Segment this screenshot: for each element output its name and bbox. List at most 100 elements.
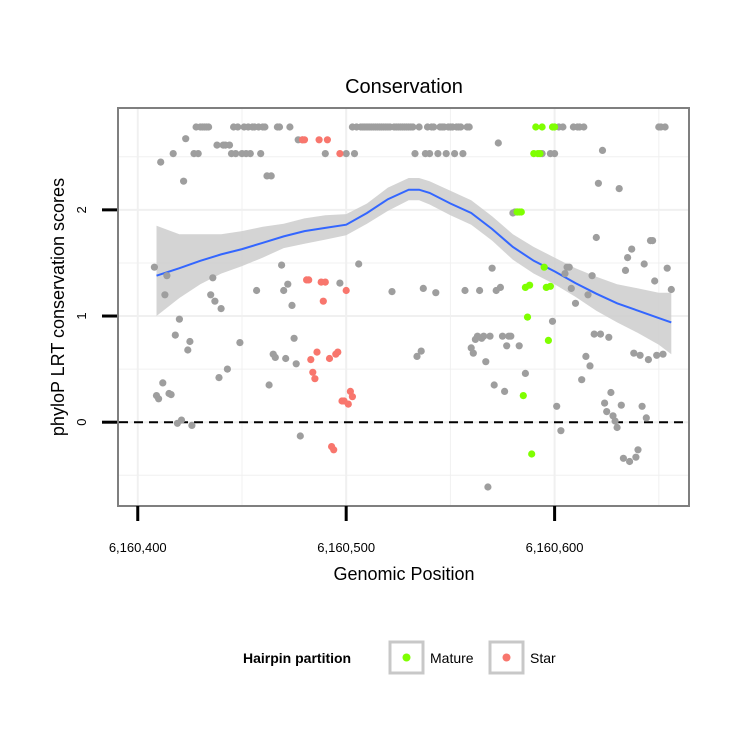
point-other [159, 379, 167, 387]
point-star [334, 348, 342, 356]
point-other [188, 421, 196, 429]
point-other [501, 387, 509, 395]
point-other [265, 381, 273, 389]
point-star [309, 368, 317, 376]
point-star [336, 150, 344, 158]
point-other [177, 416, 186, 424]
point-other [417, 347, 425, 355]
point-other [498, 332, 507, 340]
point-other [184, 346, 192, 354]
point-star [311, 375, 319, 383]
point-other [292, 360, 300, 368]
point-mature [538, 123, 546, 131]
point-other [461, 286, 469, 295]
point-star [319, 297, 327, 305]
point-other [476, 286, 484, 295]
point-star [307, 356, 315, 364]
legend-dot-star [502, 653, 511, 662]
point-other [588, 272, 596, 280]
point-mature [528, 450, 536, 458]
point-star [305, 276, 313, 284]
legend-key-star [488, 640, 525, 675]
legend-item-star: Star [488, 640, 556, 675]
point-other [603, 408, 611, 416]
point-other [257, 150, 265, 158]
point-other [521, 369, 530, 377]
plot-panel [117, 107, 690, 507]
point-other [175, 315, 183, 323]
point-other [636, 351, 644, 359]
point-other [667, 285, 675, 294]
point-other [586, 362, 594, 370]
point-other [342, 150, 350, 158]
point-other [638, 402, 646, 410]
point-other [434, 150, 442, 158]
point-other [559, 123, 567, 131]
point-other [282, 354, 290, 363]
point-other [601, 399, 609, 407]
point-other [167, 391, 175, 399]
point-other [223, 365, 231, 373]
point-star [323, 136, 331, 144]
point-star [330, 446, 338, 454]
point-other [621, 266, 630, 274]
point-other [571, 299, 580, 307]
point-other [628, 245, 636, 253]
point-other [271, 353, 279, 361]
point-other [161, 291, 169, 299]
point-other [388, 288, 396, 296]
point-other [578, 376, 586, 384]
point-mature [526, 281, 534, 289]
point-other [413, 352, 421, 360]
point-mature [519, 392, 527, 400]
point-star [342, 286, 350, 295]
point-other [278, 261, 286, 269]
point-other [565, 263, 573, 271]
point-other [415, 123, 423, 131]
point-other [634, 446, 642, 454]
point-other [213, 141, 221, 149]
point-other [611, 417, 619, 425]
point-other [649, 237, 657, 245]
y-tick-label: 1 [74, 312, 89, 319]
point-other [355, 260, 363, 268]
point-star [325, 354, 334, 363]
point-other [590, 330, 598, 338]
legend: Hairpin partition Mature Star [243, 640, 556, 675]
point-other [411, 150, 419, 158]
point-other [580, 123, 588, 131]
point-mature [517, 208, 525, 216]
point-other [594, 179, 603, 187]
point-other [336, 279, 344, 287]
legend-dot-mature [402, 653, 411, 662]
point-other [157, 158, 165, 166]
point-other [182, 135, 190, 143]
point-other [642, 414, 650, 422]
point-other [465, 123, 473, 131]
point-other [215, 374, 223, 382]
gridlines [119, 109, 688, 505]
point-other [217, 305, 225, 313]
axes: 6,160,400 6,160,500 6,160,600 0 1 2 [74, 206, 584, 555]
point-other [432, 289, 440, 297]
point-other [640, 260, 648, 268]
point-other [548, 317, 557, 325]
y-tick-label: 2 [74, 206, 89, 213]
point-other [155, 395, 163, 403]
point-other [613, 423, 621, 432]
point-other [584, 291, 592, 299]
point-other [469, 349, 477, 357]
point-other [592, 233, 600, 242]
point-other [296, 432, 304, 440]
point-other [163, 272, 171, 280]
point-other [644, 356, 653, 364]
point-other [632, 453, 640, 461]
point-other [619, 454, 628, 462]
point-other [205, 123, 213, 131]
point-other [457, 123, 465, 131]
point-mature [540, 263, 548, 271]
point-other [596, 330, 605, 338]
point-mature [551, 123, 559, 131]
point-other [290, 334, 298, 342]
point-other [321, 150, 329, 158]
